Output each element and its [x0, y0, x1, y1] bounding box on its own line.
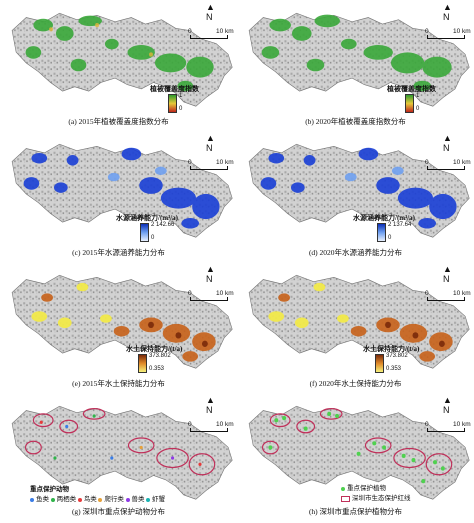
map-d: [237, 131, 474, 243]
color-ramp-b: [405, 94, 414, 113]
map-c: [0, 131, 237, 243]
caption-d: (d) 2020年水源涵养能力分布: [308, 248, 403, 257]
color-ramp-e: [138, 354, 147, 373]
caption-b: (b) 2020年植被覆盖度指数分布: [305, 117, 406, 126]
redline-legend-item: 深圳市生态保护红线: [341, 492, 411, 502]
legend-item: 爬行类: [98, 496, 124, 503]
north-arrow-icon: ▲ N: [206, 264, 215, 284]
legend-title-e: 水土保持能力/(t/a): [126, 345, 183, 353]
map-f: [237, 262, 474, 374]
legend-title-c: 水源涵养能力/(m³/a): [116, 214, 178, 222]
legend-item: 鸟类: [77, 496, 97, 503]
legend-item: 鱼类: [30, 496, 49, 503]
north-arrow-icon: ▲ N: [443, 133, 452, 153]
caption-g: (g) 深圳市重点保护动物分布: [71, 507, 166, 516]
legend-title-a: 植被覆盖度指数: [150, 85, 199, 93]
color-ramp-f: [375, 354, 384, 373]
plant-dot-icon: [341, 486, 345, 491]
redline-box-icon: [341, 495, 350, 502]
map-e: [0, 262, 237, 374]
north-arrow-icon: ▲ N: [206, 395, 215, 415]
north-arrow-icon: ▲ N: [443, 2, 452, 22]
animal-legend-title: 重点保护动物: [30, 486, 69, 493]
panel-e: ▲ N 0 10 km 水土保持能力/(t/a) 373.802 0.353 (e)…: [0, 262, 237, 392]
color-ramp-d: [377, 223, 386, 242]
caption-c: (c) 2015年水源涵养能力分布: [72, 248, 165, 257]
north-arrow-icon: ▲ N: [206, 2, 215, 22]
animal-legend-items: 鱼类 两栖类 鸟类 爬行类 兽类 虾蟹: [30, 493, 165, 503]
caption-a: (a) 2015年植被覆盖度指数分布: [68, 117, 169, 126]
plant-legend-item: 重点保护植物: [341, 482, 386, 492]
map-a: [0, 0, 237, 112]
legend-item: 两栖类: [50, 496, 76, 503]
color-ramp-c: [140, 223, 149, 242]
legend-title-d: 水源涵养能力/(m³/a): [353, 214, 415, 222]
panel-a: ▲ N 0 10 km 植被覆盖度指数 1 0 (a) 2015年植被覆盖度指数分布: [0, 0, 237, 130]
panel-f: ▲ N 0 10 km 水土保持能力/(t/a) 373.802 0.353 (f)…: [237, 262, 474, 392]
panel-h: ▲ N 0 10 km 重点保护植物 深圳市生态保护红线 (h) 深圳市重点保护植物…: [237, 393, 474, 523]
legend-title-f: 水土保持能力/(t/a): [363, 345, 420, 353]
caption-e: (e) 2015年水土保持能力分布: [72, 379, 165, 388]
panel-d: ▲ N 0 10 km 水源涵养能力/(m³/a) 2 137.64 0 (d) 2…: [237, 131, 474, 261]
legend-title-b: 植被覆盖度指数: [387, 85, 436, 93]
map-h: [237, 393, 474, 505]
legend-item: 兽类: [125, 496, 145, 503]
color-ramp-a: [168, 94, 177, 113]
caption-f: (f) 2020年水土保持能力分布: [309, 379, 402, 388]
map-b: [237, 0, 474, 112]
north-arrow-icon: ▲ N: [443, 395, 452, 415]
north-arrow-icon: ▲ N: [206, 133, 215, 153]
panel-b: ▲ N 0 10 km 植被覆盖度指数 1 0 (b) 2020年植被覆盖度指数分布: [237, 0, 474, 130]
north-arrow-icon: ▲ N: [443, 264, 452, 284]
caption-h: (h) 深圳市重点保护植物分布: [308, 507, 403, 516]
map-g: [0, 393, 237, 505]
panel-c: ▲ N 0 10 km 水源涵养能力/(m³/a) 2 142.66 0 (c) 2…: [0, 131, 237, 261]
legend-item: 虾蟹: [146, 496, 165, 503]
panel-g: ▲ N 0 10 km 重点保护动物 鱼类 两栖类 鸟类 爬行类 兽类 虾蟹 (g)…: [0, 393, 237, 523]
